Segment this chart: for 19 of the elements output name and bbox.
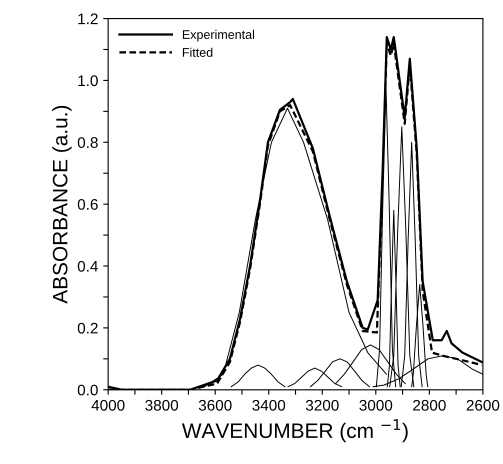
y-tick-label: 0.6: [78, 199, 98, 210]
y-tick-label: 1.0: [78, 75, 98, 86]
y-tick-label: 1.2: [78, 13, 98, 24]
x-tick-label: 2600: [466, 400, 500, 411]
y-tick-label: 0.0: [78, 384, 98, 396]
x-tick-label: 2800: [413, 400, 446, 411]
y-tick-label: 0.4: [78, 260, 98, 272]
x-tick-label: 3200: [306, 400, 339, 411]
y-tick-label: 0.2: [78, 322, 98, 334]
x-tick-label: 3800: [145, 400, 178, 411]
y-axis-title: ABSORBANCE (a.u.): [52, 106, 72, 304]
x-tick-label: 3000: [359, 400, 392, 411]
x-tick-label: 3600: [198, 400, 232, 411]
y-tick-label: 0.8: [78, 137, 98, 148]
legend-label: Experimental: [182, 30, 254, 42]
x-tick-label: 3400: [252, 400, 286, 411]
legend-label: Fitted: [182, 48, 212, 57]
x-tick-label: 4000: [92, 400, 125, 411]
x-axis-title: WAVENUMBER (cm $^{−1}$): [182, 419, 408, 442]
